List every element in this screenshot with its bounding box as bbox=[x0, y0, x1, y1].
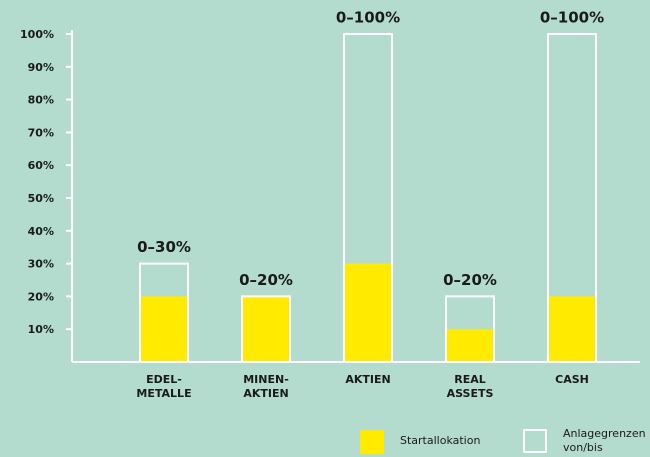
range-box bbox=[343, 33, 393, 363]
legend-swatch bbox=[523, 429, 547, 453]
y-tick-label: 90% bbox=[28, 61, 54, 74]
y-tick-label: 70% bbox=[28, 126, 54, 139]
start-bar bbox=[242, 296, 290, 362]
y-tick-label: 50% bbox=[28, 192, 54, 205]
legend-label: Anlagegrenzen von/bis bbox=[563, 427, 646, 454]
y-tick-label: 80% bbox=[28, 94, 54, 107]
start-bar bbox=[446, 329, 494, 362]
range-label: 0–20% bbox=[443, 271, 497, 289]
x-tick-label: AKTIEN bbox=[345, 373, 391, 386]
y-tick-label: 100% bbox=[20, 28, 54, 41]
x-tick-label: REAL ASSETS bbox=[446, 373, 494, 400]
x-tick-label: EDEL-METALLE bbox=[136, 373, 192, 400]
y-tick-label: 30% bbox=[28, 258, 54, 271]
y-tick-label: 10% bbox=[28, 323, 54, 336]
range-label: 0–100% bbox=[336, 9, 400, 27]
range-label: 0–20% bbox=[239, 271, 293, 289]
legend-label: Startallokation bbox=[400, 434, 481, 447]
legend-swatch bbox=[360, 430, 384, 454]
start-bar bbox=[344, 263, 392, 362]
y-tick-label: 60% bbox=[28, 159, 54, 172]
y-tick-label: 20% bbox=[28, 290, 54, 303]
y-tick-label: 40% bbox=[28, 225, 54, 238]
range-box bbox=[241, 295, 291, 363]
range-box bbox=[445, 295, 495, 363]
x-tick-label: MINEN-AKTIEN bbox=[243, 373, 289, 400]
start-bar bbox=[140, 296, 188, 362]
range-label: 0–100% bbox=[540, 9, 604, 27]
x-tick-label: CASH bbox=[555, 373, 589, 386]
range-box bbox=[139, 262, 189, 364]
range-label: 0–30% bbox=[137, 238, 191, 256]
start-bar bbox=[548, 296, 596, 362]
range-box bbox=[547, 33, 597, 363]
